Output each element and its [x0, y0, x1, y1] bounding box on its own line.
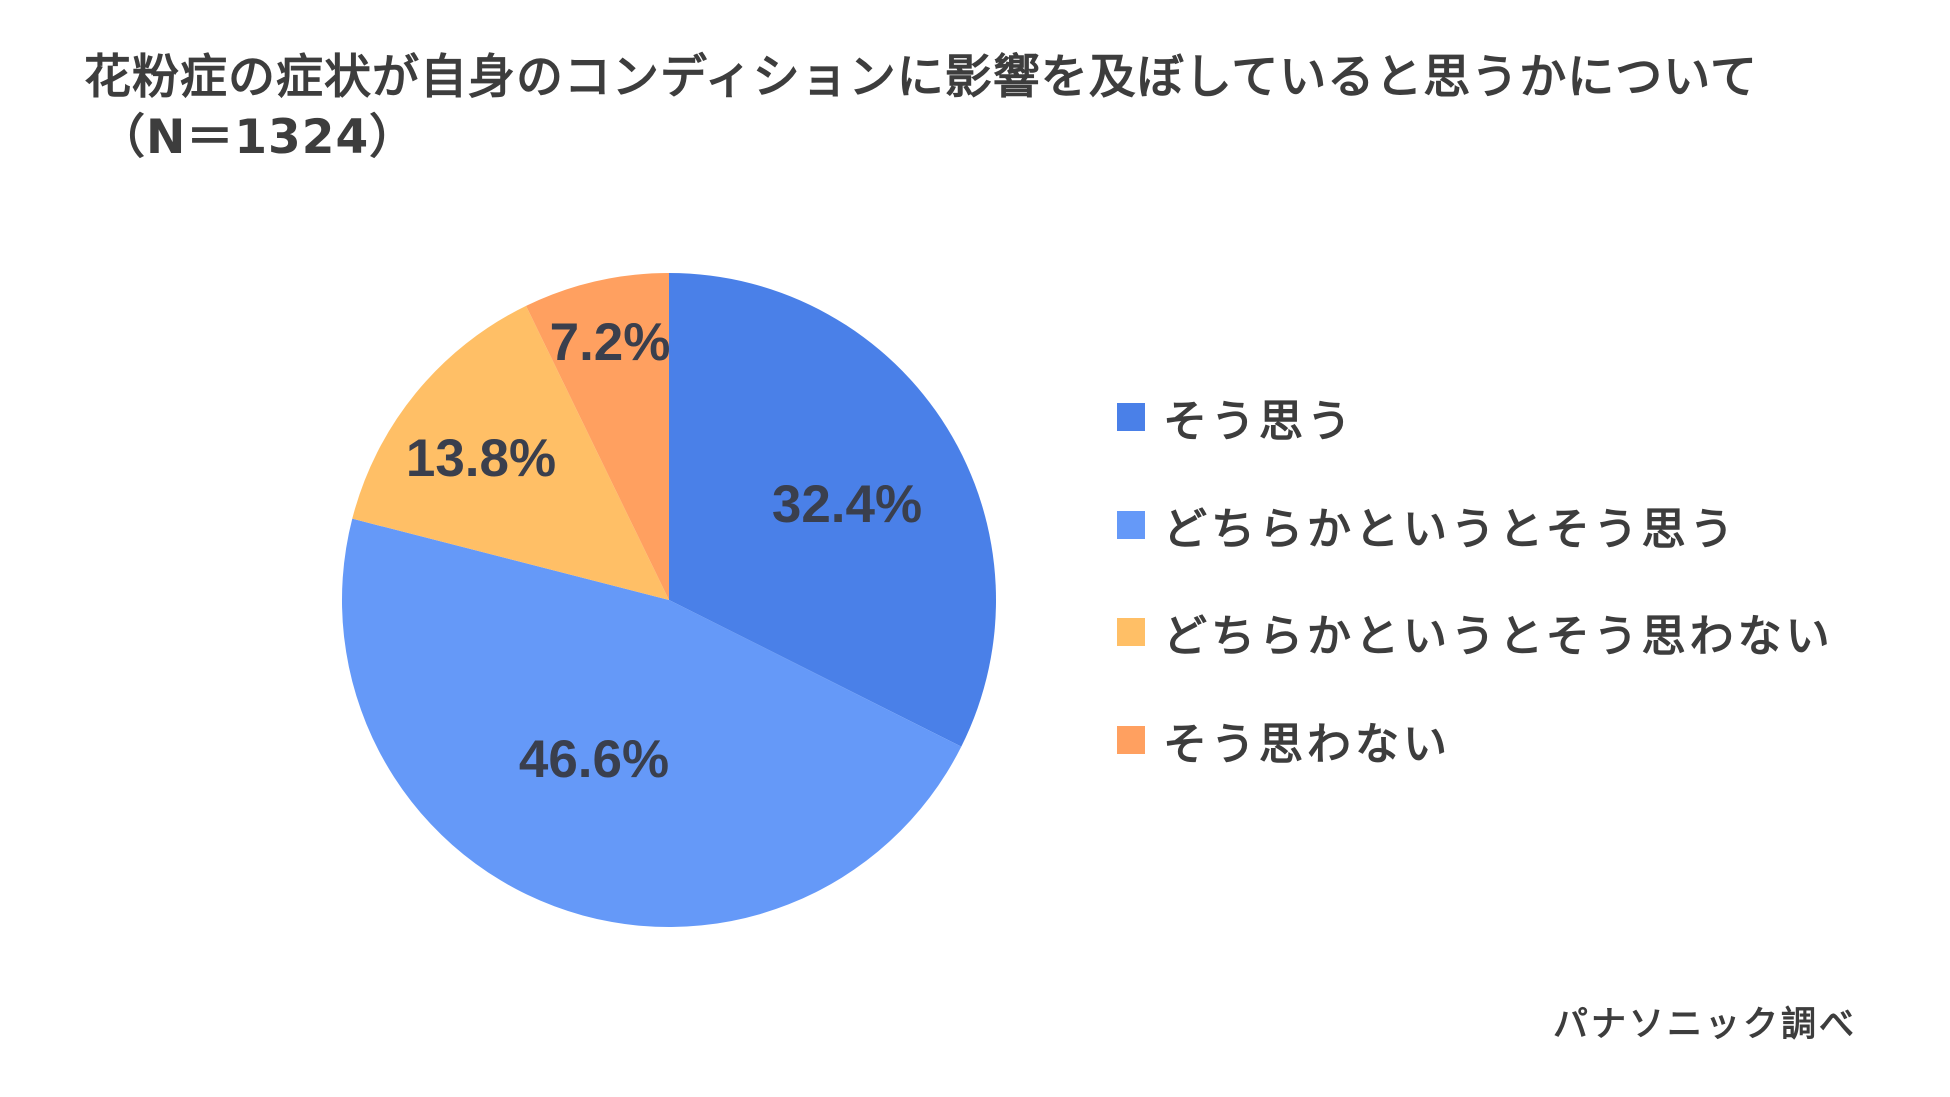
- chart-legend: そう思う どちらかというとそう思う どちらかというとそう思わない そう思わない: [1117, 392, 1834, 822]
- legend-label: そう思う: [1163, 396, 1355, 447]
- legend-swatch: [1117, 725, 1145, 754]
- slice-label-sou-omowanai: 7.2%: [550, 313, 671, 372]
- chart-title: 花粉症の症状が自身のコンディションに影響を及ぼしていると思うかについて （N＝1…: [84, 48, 1758, 168]
- chart-title-sample-size: （N＝1324）: [98, 110, 418, 165]
- slice-label-dochiraka-sou-omou: 46.6%: [519, 730, 669, 789]
- legend-swatch: [1117, 403, 1145, 431]
- source-credit: パナソニック調べ: [1553, 1005, 1858, 1045]
- legend-label: どちらかというとそう思わない: [1163, 611, 1834, 662]
- legend-swatch: [1117, 510, 1145, 539]
- pie-slices: [341, 272, 997, 928]
- pie-slice: [352, 305, 669, 600]
- pie-slice: [669, 272, 997, 747]
- legend-item-sou-omowanai: そう思わない: [1117, 715, 1834, 770]
- pie-slice: [526, 273, 669, 600]
- pie-slice: [341, 518, 962, 928]
- legend-item-sou-omou: そう思う: [1117, 392, 1834, 447]
- slice-label-dochiraka-sou-omowanai: 13.8%: [406, 429, 556, 488]
- legend-item-dochiraka-sou-omou: どちらかというとそう思う: [1117, 500, 1834, 555]
- legend-label: どちらかというとそう思う: [1163, 503, 1738, 555]
- slice-label-sou-omou: 32.4%: [772, 475, 922, 534]
- chart-title-line1: 花粉症の症状が自身のコンディションに影響を及ぼしていると思うかについて: [84, 50, 1758, 105]
- legend-label: そう思わない: [1163, 718, 1451, 770]
- legend-swatch: [1117, 618, 1145, 646]
- legend-item-dochiraka-sou-omowanai: どちらかというとそう思わない: [1117, 607, 1834, 662]
